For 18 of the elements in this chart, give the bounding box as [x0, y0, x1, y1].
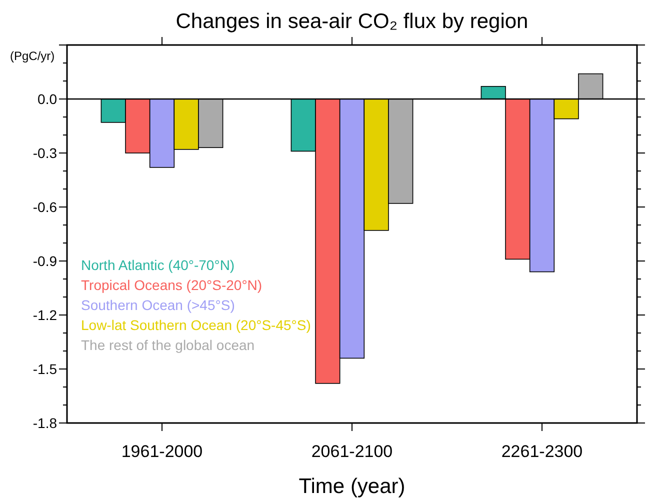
x-tick-label: 2061-2100 — [311, 442, 393, 461]
y-tick-label: -1.8 — [32, 414, 58, 431]
text: Southern Ocean (>45°S) — [81, 297, 235, 313]
y-tick-label: -1.5 — [32, 360, 58, 377]
text: North Atlantic (40°-70°N) — [81, 257, 235, 273]
y-tick-label: -0.6 — [32, 198, 58, 215]
x-tick-label: 1961-2000 — [121, 442, 203, 461]
text: Low-lat Southern Ocean (20°S-45°S) — [81, 317, 311, 333]
y-tick-label: -0.3 — [32, 144, 58, 161]
chart-title: Changes in sea-air CO₂ flux by region — [176, 10, 528, 33]
x-axis-title: Time (year) — [298, 475, 406, 498]
x-tick-label: 2261-2300 — [501, 442, 583, 461]
y-tick-label: -0.9 — [32, 252, 58, 269]
y-axis-title: (PgC/yr) — [10, 49, 55, 63]
y-tick-label: 0.0 — [38, 90, 58, 107]
text: The rest of the global ocean — [81, 337, 255, 353]
text: Tropical Oceans (20°S-20°N) — [81, 277, 262, 293]
y-tick-label: -1.2 — [32, 306, 58, 323]
